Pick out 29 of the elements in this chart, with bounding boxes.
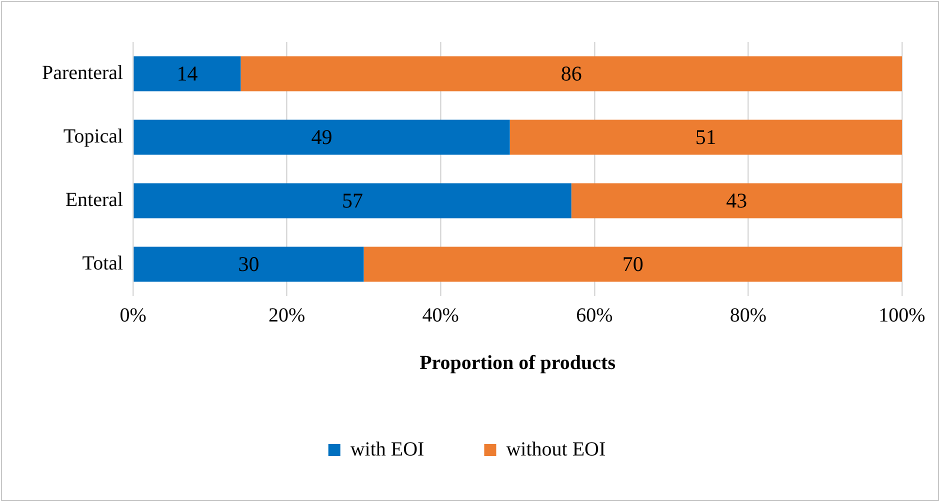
data-label: 51 — [695, 124, 716, 149]
y-tick-label: Enteral — [65, 189, 124, 211]
x-axis-title: Proportion of products — [420, 352, 616, 374]
bar — [134, 183, 572, 218]
x-tick-label: 60% — [576, 304, 613, 326]
x-tick-label: 40% — [422, 304, 459, 326]
y-tick-label: Topical — [63, 126, 124, 148]
y-tick-label: Total — [82, 252, 124, 274]
data-label: 70 — [622, 252, 644, 276]
bar — [240, 56, 902, 92]
y-tick-label: Parenteral — [42, 62, 124, 84]
data-label: 57 — [342, 188, 364, 212]
bar — [364, 246, 902, 282]
bar — [571, 183, 902, 218]
x-tick-label: 100% — [878, 304, 926, 326]
legend-label: with EOI — [350, 438, 424, 460]
x-tick-label: 20% — [268, 304, 306, 326]
x-tick-label: 80% — [730, 304, 767, 326]
bar — [510, 120, 902, 155]
bar — [134, 56, 241, 92]
data-label: 14 — [176, 61, 198, 86]
x-tick-label: 0% — [120, 304, 146, 326]
data-label: 30 — [238, 252, 260, 276]
legend-label: without EOI — [506, 438, 606, 460]
data-label: 49 — [311, 124, 332, 149]
bar — [134, 120, 510, 155]
data-label: 86 — [560, 61, 582, 86]
data-label: 43 — [726, 188, 748, 212]
bar — [134, 246, 364, 282]
